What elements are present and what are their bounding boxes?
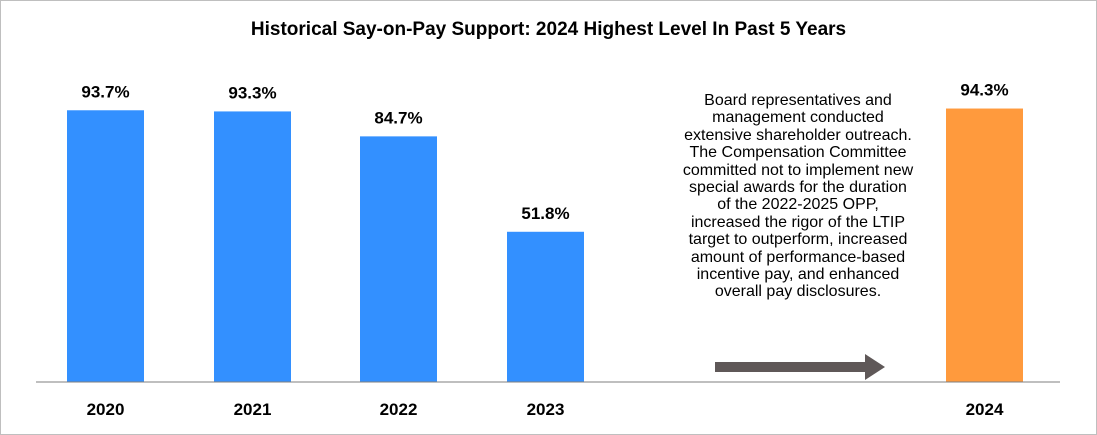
annotation-line: target to outperform, increased <box>688 231 908 249</box>
annotation-line: committed not to implement new <box>682 161 914 179</box>
bar-2023 <box>507 231 584 382</box>
annotation-line: amount of performance-based <box>690 248 906 266</box>
data-labels-group: 93.7% 93.3% 84.7% 51.8% 94.3% <box>81 81 1008 223</box>
data-label-2024: 94.3% <box>960 81 1008 100</box>
bar-2020 <box>67 110 144 383</box>
annotation-line: extensive shareholder outreach. <box>684 126 912 144</box>
bar-2021 <box>214 111 291 383</box>
annotation-line: Board representatives and <box>704 92 892 109</box>
x-tick-label-2022: 2022 <box>380 400 418 419</box>
bar-2024 <box>946 108 1023 382</box>
x-tick-label-2024: 2024 <box>966 400 1004 419</box>
annotation-line: The Compensation Committee <box>689 144 907 162</box>
bar-2022 <box>360 136 437 382</box>
x-tick-label-2021: 2021 <box>234 400 272 419</box>
annotation-line: overall pay disclosures. <box>714 283 882 301</box>
x-tick-label-2020: 2020 <box>87 400 125 419</box>
x-tick-labels-group: 2020 2021 2022 2023 2024 <box>87 400 1004 419</box>
right-arrow-icon <box>715 354 885 380</box>
bars-group <box>67 108 1023 383</box>
annotation-line: increased the rigor of the LTIP <box>690 213 906 231</box>
data-label-2021: 93.3% <box>228 83 276 102</box>
data-label-2020: 93.7% <box>81 82 129 101</box>
data-label-2023: 51.8% <box>521 204 569 223</box>
annotation-line: incentive pay, and enhanced <box>696 266 900 284</box>
annotation-text: Board representatives and management cond… <box>656 92 940 301</box>
annotation-line: management conducted <box>712 109 884 127</box>
annotation-line: special awards for the duration <box>689 179 907 197</box>
annotation-line: of the 2022-2025 OPP, <box>717 196 879 214</box>
x-tick-label-2023: 2023 <box>527 400 565 419</box>
chart-title: Historical Say-on-Pay Support: 2024 High… <box>250 19 847 40</box>
data-label-2022: 84.7% <box>374 108 422 127</box>
